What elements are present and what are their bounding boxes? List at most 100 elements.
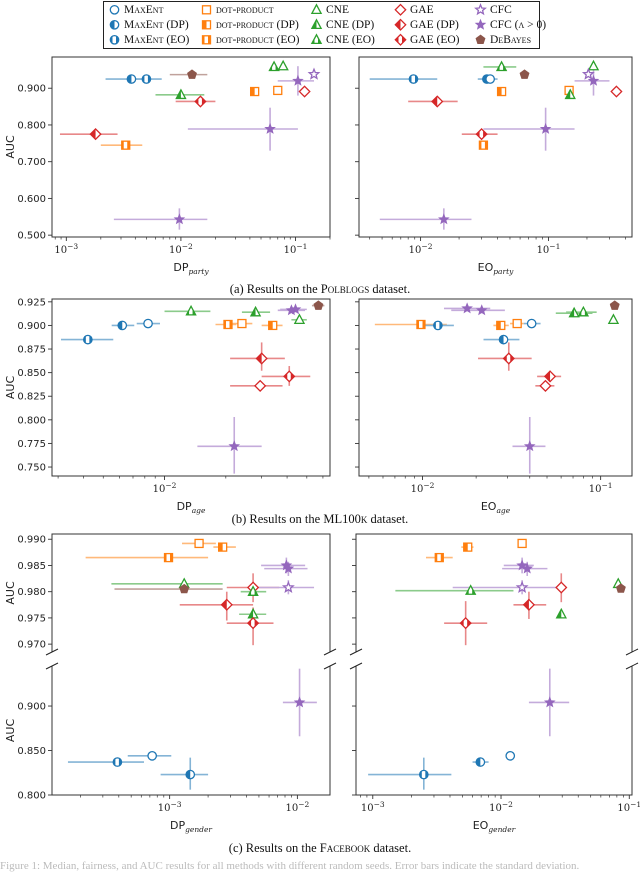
point-maxent-base — [147, 751, 158, 761]
legend-marker — [201, 20, 212, 30]
legend-label: CNE (DP) — [326, 18, 375, 31]
y-tick-label: 0.850 — [17, 368, 46, 379]
legend-marker — [109, 4, 120, 15]
panel-polblogs-eo: 10−2 10−1 EOparty — [355, 56, 633, 276]
point-gae-eo — [194, 95, 207, 108]
point-dot-dp — [268, 320, 278, 331]
point-dot-eo — [121, 140, 131, 150]
panel-ml100k-dp: 10−2 0.750 0.775 0.800 0.825 0.850 0.875 0.900 0… — [4, 297, 331, 515]
y-tick-label: 0.800 — [17, 791, 46, 802]
axis-break-mark — [45, 662, 59, 670]
legend-marker-icon — [310, 3, 323, 15]
point-maxent-dp — [126, 74, 137, 84]
y-tick-label: 0.900 — [17, 84, 46, 95]
legend-label: CFC (λ > 0) — [490, 18, 547, 31]
legend-item-gae-dp: GAE (DP) — [394, 18, 459, 31]
point-cne-eo — [185, 304, 197, 316]
x-tick-label: 10−2 — [169, 242, 193, 256]
point-gae-dp — [431, 95, 444, 108]
point-maxent-eo — [82, 334, 93, 345]
y-tick-label: 0.970 — [17, 640, 46, 651]
axes-frame — [358, 56, 633, 238]
point-cfc-dp — [438, 213, 450, 225]
y-tick-label: 0.900 — [17, 702, 46, 713]
point-gae-eo — [475, 128, 488, 141]
x-tick-label: 10−3 — [54, 242, 78, 256]
point-maxent-eo — [418, 769, 429, 780]
point-gae-dp — [89, 128, 102, 141]
legend-label: MaxEnt — [124, 3, 164, 16]
point-cfc-base — [307, 67, 321, 80]
x-tick-label: 10−2 — [409, 242, 433, 256]
point-gae-base — [298, 85, 311, 98]
point-debayes-base — [313, 300, 324, 310]
legend-marker — [394, 18, 407, 31]
legend-marker — [310, 33, 323, 45]
point-maxent-eo — [408, 74, 419, 84]
panel-facebook-dp: 10−3 10−2 0.970 0.975 0.980 0.985 0.990 0.800 0.… — [4, 533, 337, 834]
point-cne-eo — [465, 584, 477, 595]
point-gae-dp — [522, 598, 536, 611]
legend-item-dot-base: dot-product — [200, 3, 274, 16]
point-dot-eo — [163, 552, 174, 563]
legend-marker-icon — [109, 19, 120, 30]
y-tick-label: 0.975 — [17, 613, 46, 624]
y-tick-label: 0.800 — [17, 415, 46, 426]
legend-marker-icon — [394, 18, 407, 31]
point-maxent-eo — [141, 74, 152, 84]
point-cne-dp — [249, 305, 262, 317]
x-tick-label: 10−2 — [153, 481, 177, 495]
point-cfc-dp — [539, 122, 552, 134]
point-cfc-dp — [293, 696, 306, 708]
point-cfc-dp — [516, 559, 528, 571]
y-tick-label: 0.990 — [17, 535, 46, 546]
axis-break-mark — [349, 648, 363, 656]
point-dot-base — [517, 538, 527, 549]
y-axis-label: AUC — [4, 581, 17, 605]
legend-item-maxent-dp: MaxEnt (DP) — [108, 18, 189, 31]
chart-legend: MaxEnt MaxEnt (DP) MaxEnt (EO) dot-product d… — [103, 1, 546, 49]
x-tick-label: 10−1 — [284, 242, 308, 256]
point-dot-base — [273, 85, 283, 96]
x-tick-label: 10−1 — [537, 242, 561, 256]
legend-marker-icon — [394, 3, 407, 16]
panel-facebook-eo: 10−3 10−2 10−1 EOgender — [349, 533, 640, 834]
point-maxent-base — [143, 318, 153, 329]
point-maxent-dp — [475, 757, 486, 767]
point-cne-base — [587, 59, 600, 71]
legend-label: dot-product (DP) — [216, 18, 299, 31]
legend-marker — [475, 34, 486, 45]
axes-frame — [51, 56, 331, 238]
point-cfc-dp — [461, 302, 473, 314]
x-axis-label: EOgender — [473, 819, 516, 834]
point-cfc-dp — [173, 213, 186, 225]
legend-marker-icon — [201, 35, 212, 45]
point-cfc-base — [515, 580, 529, 593]
legend-item-debayes-base: DeBayes — [474, 33, 531, 46]
legend-item-gae-base: GAE — [394, 3, 434, 16]
y-tick-label: 0.925 — [17, 297, 46, 308]
x-tick-label: 10−2 — [489, 800, 513, 814]
point-gae-eo — [502, 352, 515, 365]
point-maxent-eo — [112, 757, 123, 767]
dataset-name: ML100k — [323, 512, 368, 526]
legend-marker — [474, 18, 487, 30]
point-dot-eo — [478, 140, 489, 150]
legend-marker — [310, 18, 323, 30]
point-cne-base — [293, 313, 306, 325]
legend-marker — [201, 5, 212, 15]
point-gae-dp — [220, 598, 233, 611]
point-gae-base — [555, 581, 568, 594]
panel-ml100k-eo: 10−2 10−1 EOage — [355, 298, 633, 515]
legend-marker-icon — [201, 20, 212, 30]
legend-label: GAE — [410, 3, 434, 16]
y-tick-label: 0.850 — [17, 746, 46, 757]
axes-frame-top — [355, 533, 633, 652]
point-cne-eo — [577, 305, 590, 317]
point-maxent-base — [505, 751, 516, 761]
point-dot-eo — [416, 319, 426, 330]
dataset-name: Facebook — [319, 841, 371, 855]
axis-break-mark — [323, 648, 337, 656]
axis-break-mark — [625, 648, 639, 656]
